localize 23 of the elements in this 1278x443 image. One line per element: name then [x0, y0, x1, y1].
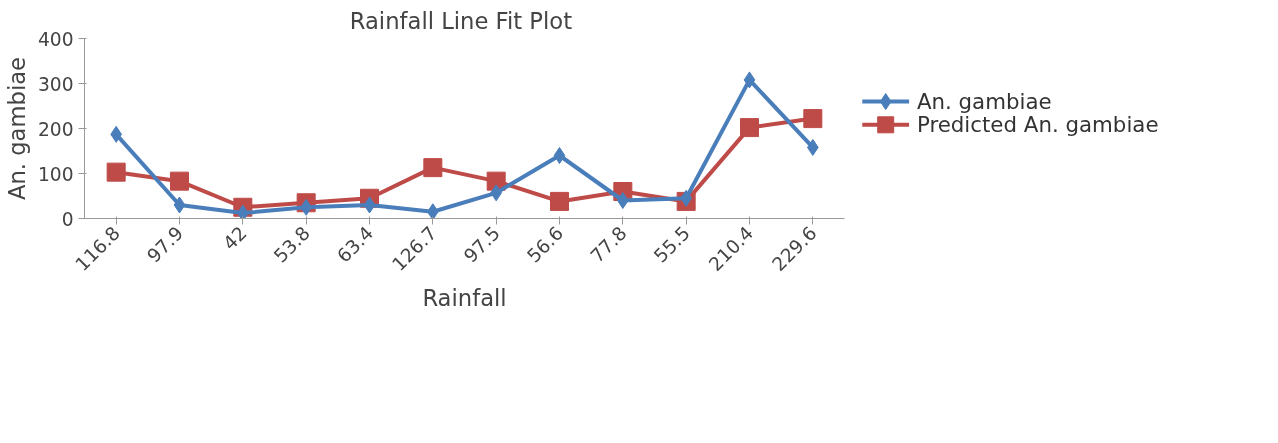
x-axis-title: Rainfall [422, 285, 507, 312]
point [803, 109, 823, 129]
point [423, 158, 443, 178]
y-tick-label: 300 [37, 73, 74, 95]
point [170, 171, 189, 191]
point [550, 191, 569, 211]
point [427, 203, 439, 219]
y-tick-label: 200 [37, 118, 74, 140]
point [363, 196, 376, 214]
point [740, 118, 759, 138]
chart-title: Rainfall Line Fit Plot [349, 7, 573, 34]
y-tick-label: 100 [37, 163, 74, 185]
point [173, 196, 186, 214]
point [106, 162, 126, 182]
legend-label: Predicted An. gambiae [916, 112, 1159, 138]
point [553, 147, 566, 164]
y-axis-title: An. gambiae [3, 56, 30, 201]
y-tick-label: 0 [61, 208, 74, 230]
point [743, 71, 756, 89]
legend-label: An. gambiae [916, 89, 1052, 115]
y-tick-label: 400 [37, 28, 74, 50]
x-tick-label: 42 [218, 222, 251, 255]
point [617, 192, 629, 209]
